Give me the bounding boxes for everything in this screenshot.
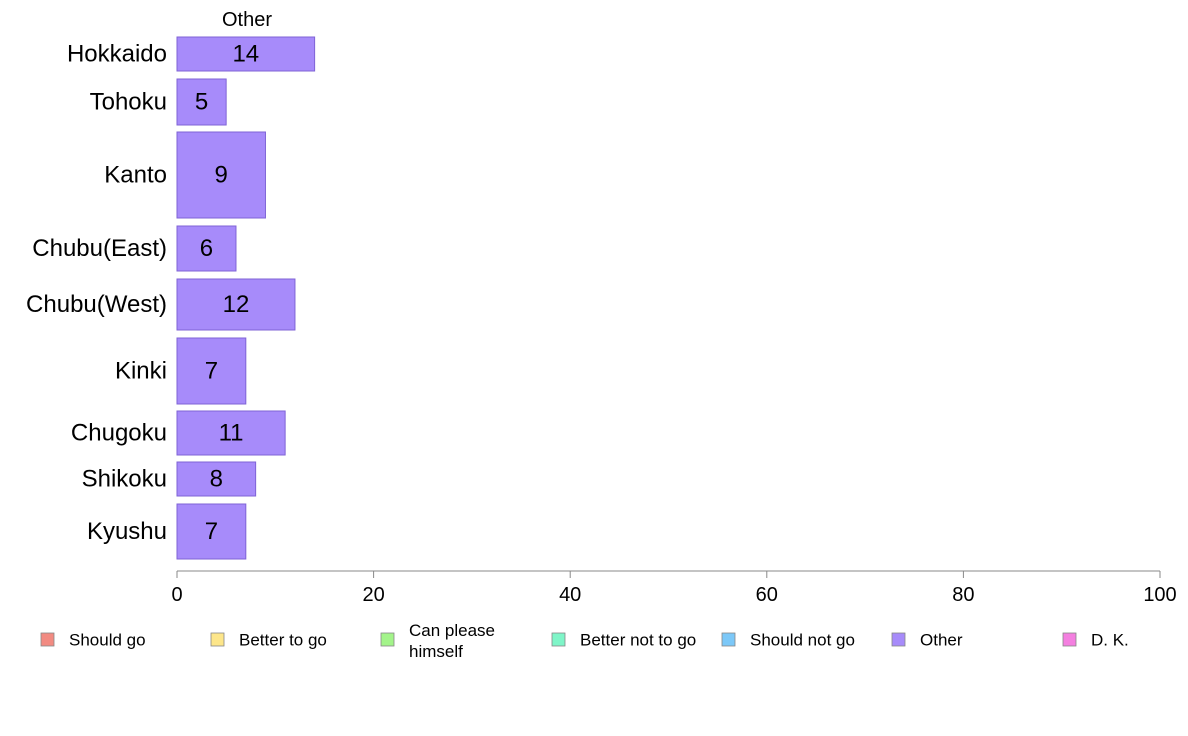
legend: Should go Better to go Can please himself Be… (40, 621, 1129, 661)
category-label: Shikoku (82, 466, 167, 493)
legend-swatch (210, 632, 225, 647)
bar-value-label: 11 (219, 420, 244, 447)
bar-value-label: 8 (210, 466, 223, 493)
legend-label: Other (920, 631, 963, 650)
bar (176, 78, 227, 126)
category-label: Chugoku (71, 420, 167, 447)
x-tick-label: 0 (171, 584, 182, 606)
bar-value-label: 5 (195, 89, 208, 116)
category-label: Kanto (104, 162, 167, 189)
column-title: Other (222, 9, 272, 31)
category-label: Tohoku (90, 89, 167, 116)
legend-swatch (721, 632, 736, 647)
bar-value-label: 6 (200, 235, 213, 262)
legend-label: Should go (69, 631, 146, 650)
bar (176, 225, 237, 272)
bar-value-label: 7 (205, 358, 218, 385)
category-label: Kyushu (87, 518, 167, 545)
bar (176, 410, 286, 456)
legend-label: Should not go (750, 631, 855, 650)
bar (176, 503, 247, 560)
bar (176, 278, 296, 331)
category-label: Hokkaido (67, 41, 167, 68)
bar-value-label: 7 (205, 518, 218, 545)
bars-group: Hokkaido 14 Tohoku 5 Kanto 9 Chubu(East) 6 Chubu… (26, 36, 316, 560)
legend-swatch (1062, 632, 1077, 647)
x-tick-label: 40 (559, 584, 581, 606)
legend-swatch (891, 632, 906, 647)
category-label: Chubu(West) (26, 291, 167, 318)
x-tick-label: 60 (756, 584, 778, 606)
category-label: Kinki (115, 358, 167, 385)
bar-value-label: 12 (223, 291, 250, 318)
x-axis: 0 20 40 60 80 100 (171, 570, 1177, 606)
legend-label: Can please himself (409, 621, 495, 661)
legend-label: Better to go (239, 631, 327, 650)
bar (176, 461, 257, 497)
x-tick-label: 20 (362, 584, 384, 606)
bar (176, 36, 316, 72)
legend-swatch (40, 632, 55, 647)
legend-swatch (551, 632, 566, 647)
bar-value-label: 9 (215, 162, 228, 189)
legend-swatch (380, 632, 395, 647)
category-label: Chubu(East) (32, 235, 167, 262)
x-tick-label: 80 (952, 584, 974, 606)
bar-value-label: 14 (232, 41, 259, 68)
legend-label: D. K. (1091, 631, 1129, 650)
bar (176, 337, 247, 405)
bar (176, 131, 266, 219)
legend-label: Better not to go (580, 631, 696, 650)
x-tick-label: 100 (1143, 584, 1176, 606)
